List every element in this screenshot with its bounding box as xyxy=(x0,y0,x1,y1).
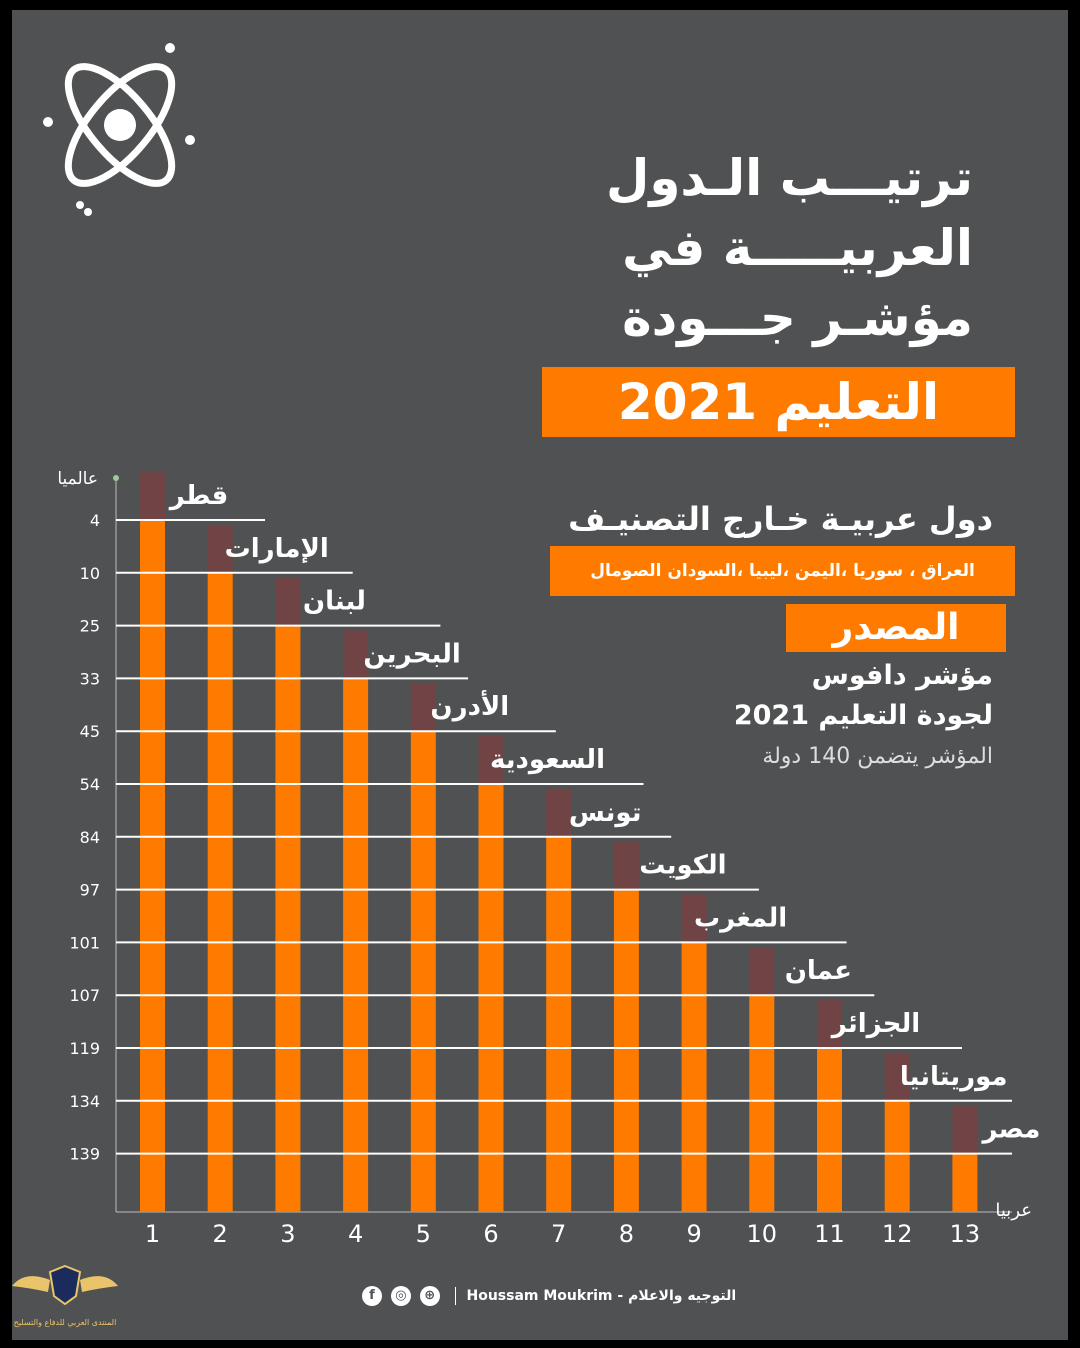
x-tick-label: 2 xyxy=(213,1220,228,1248)
bar-11 xyxy=(817,1048,842,1212)
country-label: البحرين xyxy=(363,639,460,669)
flag-marker-12 xyxy=(884,1052,910,1101)
flag-marker-8 xyxy=(613,841,639,890)
outside-ranking-countries: العراق ، سوريا ،اليمن ،ليبيا ،السودان ال… xyxy=(550,546,1015,596)
x-tick-label: 7 xyxy=(551,1220,566,1248)
x-tick-label: 9 xyxy=(686,1220,701,1248)
atom-logo-icon xyxy=(43,43,195,216)
ranking-chart: عالميا عربيا 4 1 قطر 10 2 الإمارات 25 3 لبنان 33 4 ال… xyxy=(57,469,1040,1248)
y-tick-label: 139 xyxy=(69,1145,100,1164)
bar-2 xyxy=(207,572,233,1212)
x-tick-label: 6 xyxy=(483,1220,498,1248)
source-line-1: مؤشر دافوس xyxy=(811,660,993,691)
country-label: موريتانيا xyxy=(900,1062,1008,1092)
x-tick-label: 5 xyxy=(416,1220,431,1248)
y-tick-label: 54 xyxy=(80,775,100,794)
flag-marker-13 xyxy=(952,1105,978,1154)
flag-marker-5 xyxy=(410,683,436,732)
title-line-3: مؤشـر جـــودة xyxy=(622,289,973,347)
source-note: المؤشر يتضمن 140 دولة xyxy=(762,744,993,769)
y-tick-label: 4 xyxy=(90,511,100,530)
country-label: السعودية xyxy=(490,745,605,775)
country-label: الإمارات xyxy=(225,534,329,564)
y-axis-label: عالميا xyxy=(57,469,98,489)
bar-13 xyxy=(952,1153,978,1212)
title-year-box: التعليم 2021 xyxy=(542,367,1015,437)
outside-ranking-heading: دول عربيـة خـارج التصنيـف xyxy=(568,500,993,538)
title-line-1: ترتيـــب الـدول xyxy=(605,149,973,207)
x-axis-label: عربيا xyxy=(995,1200,1032,1221)
x-tick-label: 1 xyxy=(145,1220,160,1248)
flag-marker-9 xyxy=(681,894,707,943)
bar-12 xyxy=(884,1100,910,1212)
footer: f ◎ ⊕ Houssam Moukrim - التوجيه والاعلام xyxy=(362,1286,736,1306)
x-tick-label: 3 xyxy=(280,1220,295,1248)
x-tick-label: 11 xyxy=(814,1220,845,1248)
flag-marker-7 xyxy=(546,788,572,837)
x-tick-label: 8 xyxy=(619,1220,634,1248)
y-tick-label: 97 xyxy=(80,881,100,900)
flag-marker-4 xyxy=(343,630,369,679)
flag-marker-10 xyxy=(749,947,775,996)
country-label: المغرب xyxy=(694,903,787,933)
footer-credit: Houssam Moukrim - التوجيه والاعلام xyxy=(466,1288,737,1304)
y-tick-label: 84 xyxy=(80,828,100,847)
x-tick-label: 13 xyxy=(950,1220,981,1248)
title-line-2: العربيـــــة في xyxy=(622,219,973,277)
country-label: الكويت xyxy=(639,851,726,881)
source-line-2: لجودة التعليم 2021 xyxy=(733,700,993,731)
country-label: قطر xyxy=(168,481,229,511)
facebook-icon: f xyxy=(362,1286,382,1306)
flag-marker-3 xyxy=(275,577,301,626)
y-axis-end-dot xyxy=(113,475,119,481)
country-label: لبنان xyxy=(303,587,366,617)
bar-10 xyxy=(749,995,775,1212)
globe-icon: ⊕ xyxy=(419,1286,440,1306)
infographic-panel: ترتيـــب الـدول العربيـــــة في مؤشـر جـ… xyxy=(12,10,1068,1340)
bar-4 xyxy=(343,678,369,1212)
bar-7 xyxy=(546,836,572,1212)
bar-9 xyxy=(681,942,707,1212)
x-tick-label: 12 xyxy=(882,1220,913,1248)
watermark-text: المنتدى العربي للدفاع والتسليح xyxy=(13,1318,117,1327)
flag-marker-1 xyxy=(140,472,165,520)
bar-6 xyxy=(478,784,504,1212)
y-tick-label: 107 xyxy=(69,986,100,1005)
country-label: مصر xyxy=(980,1115,1040,1145)
y-tick-label: 101 xyxy=(69,933,100,952)
y-tick-label: 25 xyxy=(80,617,100,636)
bar-5 xyxy=(410,731,436,1212)
x-tick-label: 10 xyxy=(747,1220,778,1248)
source-label: المصدر xyxy=(786,604,1006,652)
country-label: تونس xyxy=(569,798,642,828)
y-tick-label: 33 xyxy=(80,669,100,688)
y-tick-label: 10 xyxy=(80,564,100,583)
wings-emblem-icon xyxy=(12,1264,118,1306)
y-tick-label: 119 xyxy=(69,1039,100,1058)
country-label: الأدرن xyxy=(430,690,509,722)
flag-marker-6 xyxy=(478,736,504,784)
country-label: الجزائر xyxy=(830,1009,920,1039)
y-tick-label: 45 xyxy=(80,722,100,741)
instagram-icon: ◎ xyxy=(390,1286,411,1306)
country-label: عمان xyxy=(785,956,852,986)
bar-1 xyxy=(140,520,165,1212)
y-tick-label: 134 xyxy=(69,1092,100,1111)
flag-marker-11 xyxy=(817,1000,842,1048)
x-tick-label: 4 xyxy=(348,1220,363,1248)
flag-marker-2 xyxy=(207,524,233,573)
bar-8 xyxy=(613,889,639,1212)
bar-3 xyxy=(275,625,301,1212)
